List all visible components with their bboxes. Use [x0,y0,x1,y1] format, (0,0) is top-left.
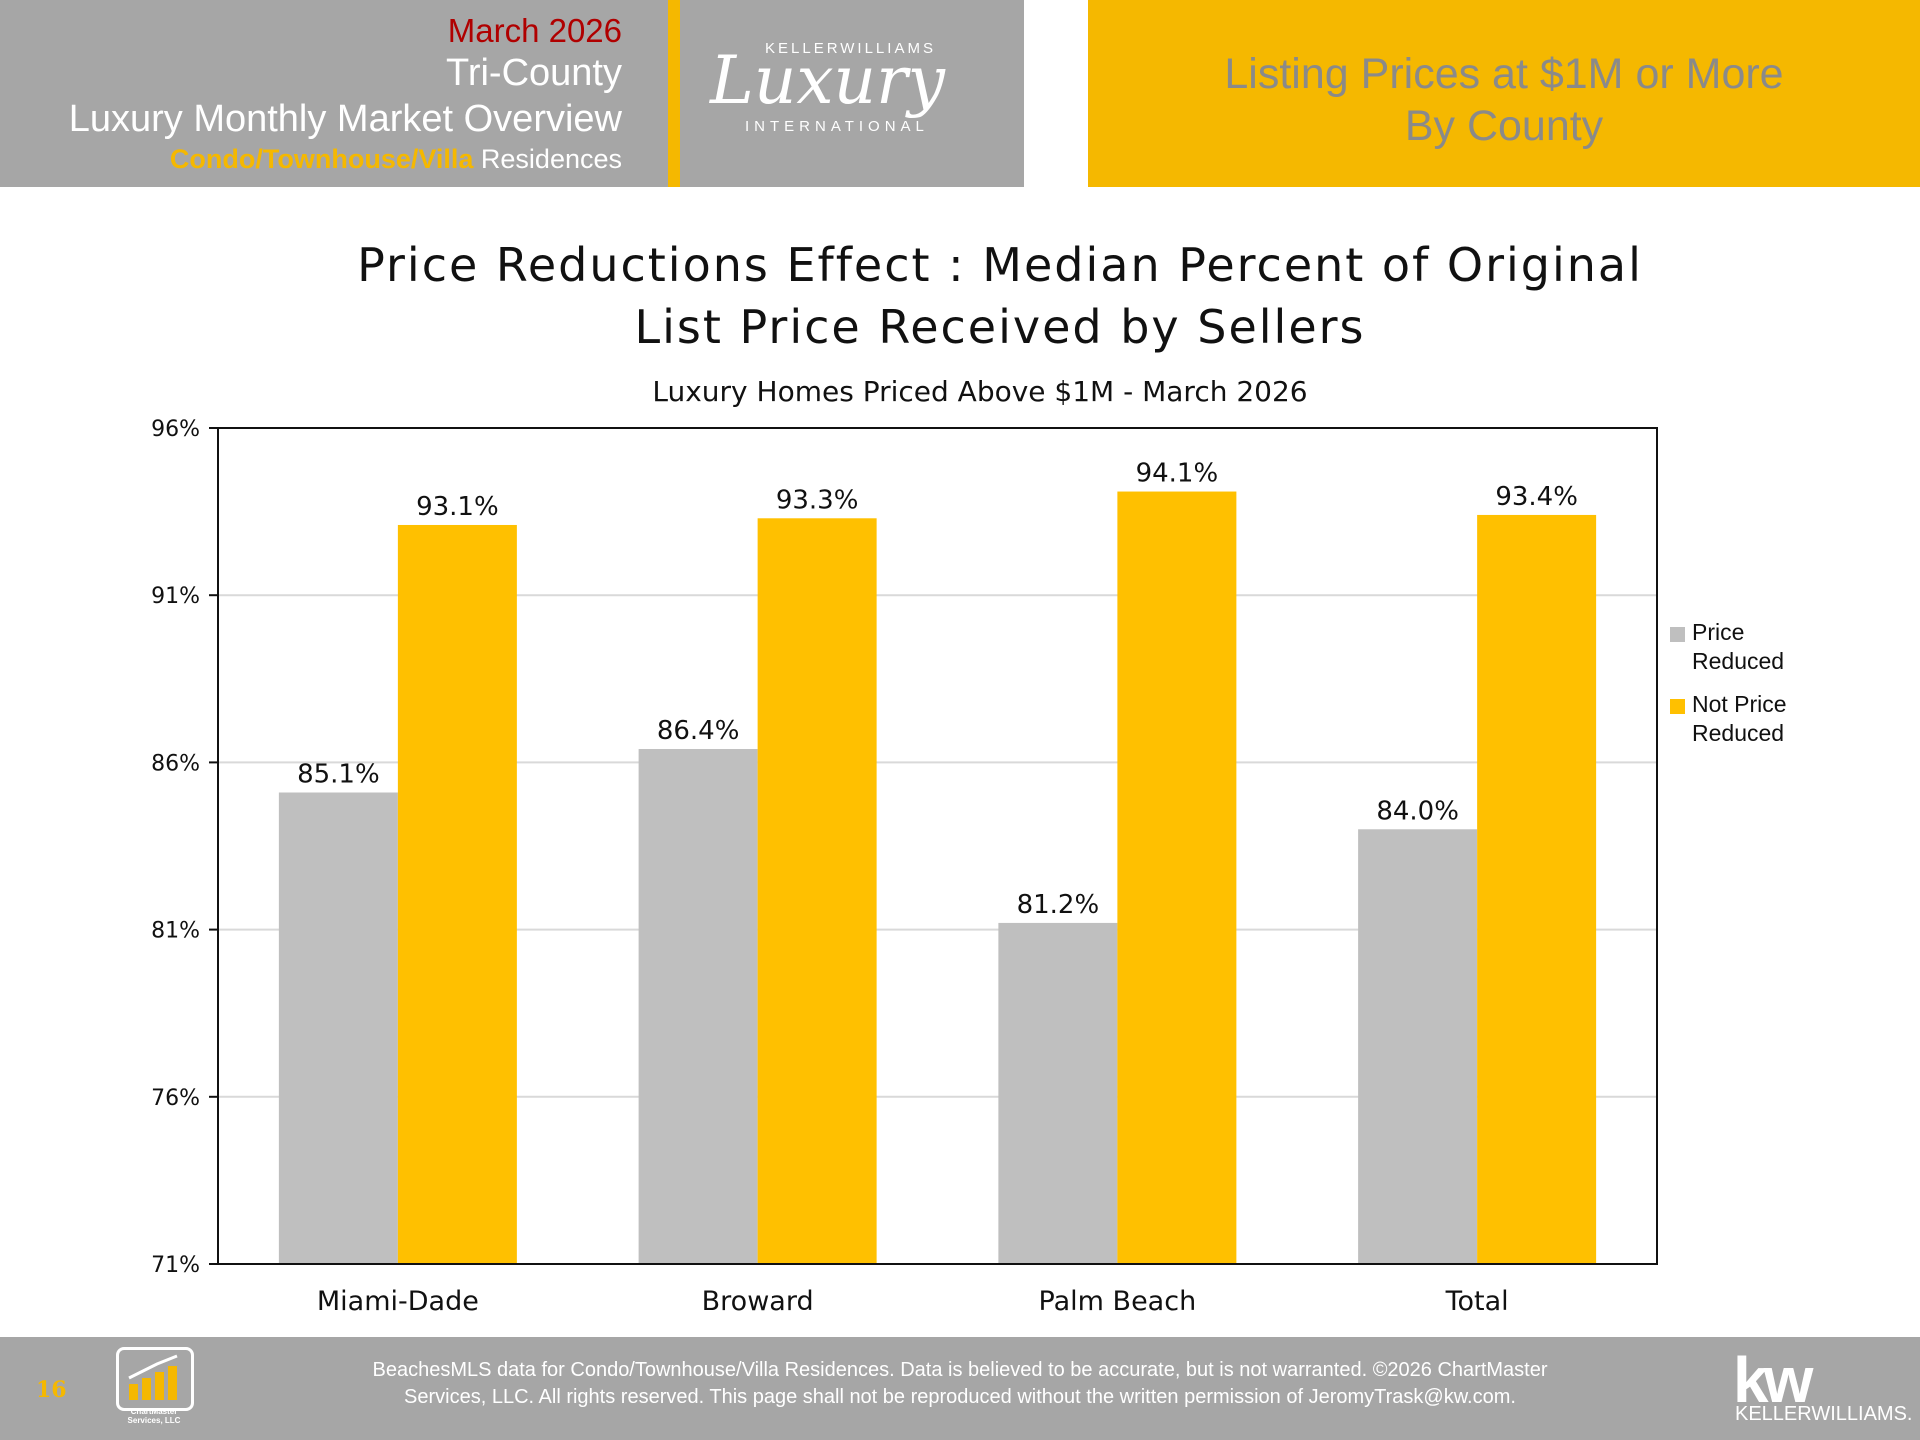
legend-item-price-reduced: Price Reduced [1668,618,1852,676]
chartmaster-name-line1: ChartMaster [130,1407,178,1416]
plot-frame [217,427,1658,1265]
footer: 16 ChartMaster Services, LLC BeachesMLS … [0,1337,1920,1440]
chart-title-line2: List Price Received by Sellers [634,300,1366,354]
legend-swatch-price-reduced [1670,627,1685,642]
kw-logo: kw [1733,1344,1813,1416]
property-type: Condo/Townhouse/Villa [169,144,474,174]
bar [757,518,877,1264]
chartmaster-logo-icon [116,1347,194,1411]
data-label: 94.1% [1136,459,1219,489]
chartmaster-name: ChartMaster Services, LLC [108,1407,200,1425]
bar-chart: 96% 91% 86% 81% 76% 71% 85.1% 93.1% Miami-Dade 86… [151,417,1658,1317]
data-label: 81.2% [1017,890,1100,920]
bar [1477,514,1597,1264]
disclaimer: BeachesMLS data for Condo/Townhouse/Vill… [240,1357,1680,1411]
property-type-line: Condo/Townhouse/Villa Residences [170,144,622,175]
x-category-label: Broward [702,1286,814,1317]
logo-bottom-text: INTERNATIONAL [745,118,929,135]
legend-label-price-reduced-2: Reduced [1692,648,1785,674]
legend-label-not-price-reduced-1: Not Price [1692,691,1787,717]
bar [998,922,1118,1264]
report-date: March 2026 [447,12,622,49]
disclaimer-line1: BeachesMLS data for Condo/Townhouse/Vill… [372,1359,1548,1381]
x-category-label: Palm Beach [1039,1286,1197,1317]
header-right-line1: Listing Prices at $1M or More [1224,50,1784,98]
header-left-panel: March 2026 Tri-County Luxury Monthly Mar… [0,0,668,187]
header-right-line2: By County [1404,102,1604,150]
data-label: 86.4% [657,716,740,746]
chartmaster-name-line2: Services, LLC [127,1416,181,1425]
data-label: 93.4% [1495,482,1578,512]
header-right-panel: Listing Prices at $1M or More By County [1088,0,1920,187]
y-tick-label: 91% [151,584,200,609]
chart-title-line1: Price Reductions Effect : Median Percent… [357,238,1643,292]
y-tick-label: 81% [151,919,200,944]
kw-name: KELLERWILLIAMS. [1735,1403,1913,1425]
bar [278,792,398,1264]
y-tick-label: 96% [151,417,200,442]
legend-item-not-price-reduced: Not Price Reduced [1668,690,1852,748]
bar [638,749,758,1264]
data-label: 93.1% [416,492,499,522]
logo-top-text: KELLERWILLIAMS [765,40,936,57]
data-label: 93.3% [776,485,859,515]
data-label: 84.0% [1376,796,1459,826]
kw-luxury-logo: KELLERWILLIAMS Luxury INTERNATIONAL [680,0,1024,187]
y-tick-label: 71% [151,1253,200,1278]
y-tick-label: 86% [151,751,200,776]
logo-script-text: Luxury [710,42,945,119]
bar [1358,829,1478,1264]
report-title: Luxury Monthly Market Overview [68,98,622,140]
x-category-label: Total [1445,1286,1509,1317]
disclaimer-line2: Services, LLC. All rights reserved. This… [404,1386,1516,1408]
legend-label-price-reduced-1: Price [1692,619,1745,645]
residences-word: Residences [480,144,622,174]
report-region: Tri-County [446,52,622,94]
page-number: 16 [36,1377,67,1403]
chart-subtitle: Luxury Homes Priced Above $1M - March 20… [652,375,1308,408]
legend-label-not-price-reduced-2: Reduced [1692,720,1785,746]
data-label: 85.1% [297,759,380,789]
legend-swatch-not-price-reduced [1670,699,1685,714]
chart-legend: Price Reduced Not Price Reduced [1668,618,1852,762]
bar [397,524,517,1264]
x-category-label: Miami-Dade [317,1286,479,1317]
y-tick-label: 76% [151,1086,200,1111]
header-divider [668,0,680,187]
bar [1117,491,1237,1264]
